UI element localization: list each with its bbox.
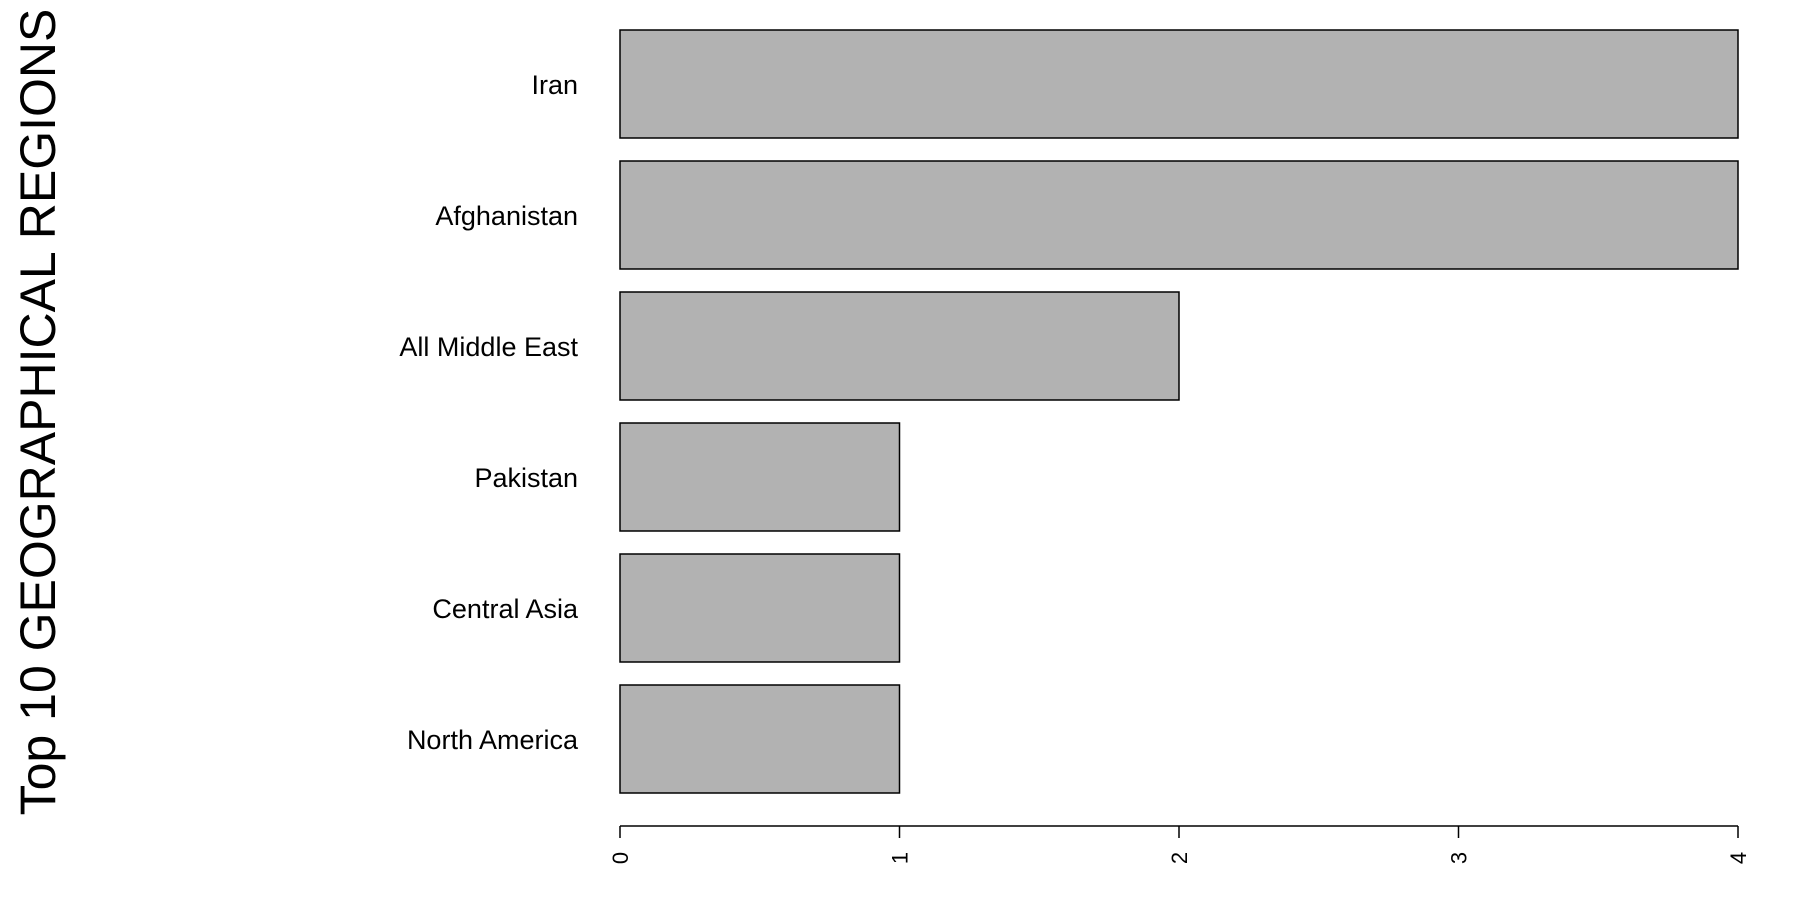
bar-pakistan	[619, 422, 901, 532]
category-label: Pakistan	[474, 463, 578, 493]
bar-all-middle-east	[619, 291, 1180, 401]
x-tick-label: 2	[1167, 852, 1192, 864]
bar-afghanistan	[619, 160, 1739, 270]
x-tick-label: 4	[1726, 852, 1751, 864]
x-tick-label: 0	[608, 852, 633, 864]
bars-group	[619, 29, 1739, 794]
bar-iran	[619, 29, 1739, 139]
x-tick-label: 3	[1447, 852, 1472, 864]
bar-central-asia	[619, 553, 901, 663]
x-tick-label: 1	[888, 852, 913, 864]
category-label: Iran	[531, 70, 578, 100]
category-label: North America	[407, 725, 579, 755]
category-label: All Middle East	[399, 332, 578, 362]
y-axis-title: Top 10 GEOGRAPHICAL REGIONS	[10, 9, 66, 816]
category-labels: Iran Afghanistan All Middle East Pakistan Ce…	[399, 70, 579, 755]
category-label: Central Asia	[432, 594, 579, 624]
bar-north-america	[619, 684, 901, 794]
x-axis: 0 1 2 3 4	[608, 825, 1751, 864]
category-label: Afghanistan	[435, 201, 578, 231]
